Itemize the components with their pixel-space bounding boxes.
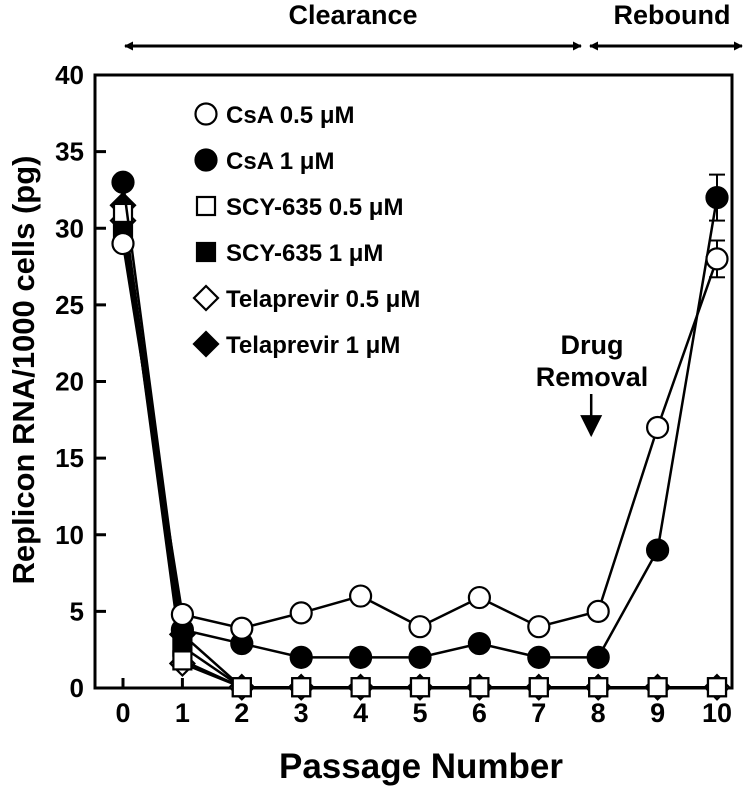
annotation-line-1: Drug [561,330,624,360]
series-csa-1-um [111,170,729,669]
point-csa-0-5-um-5 [408,615,432,639]
y-tick-label-35: 35 [55,137,84,167]
point-scy-635-0-5-um-2 [231,677,252,698]
phase-label-rebound: Rebound [614,0,731,30]
y-tick-label-40: 40 [55,60,84,90]
point-csa-1-um-8 [586,645,610,669]
legend-label-scy-635-0-5-um: SCY-635 0.5 μM [226,194,403,221]
legend-label-telaprevir-1-um: Telaprevir 1 μM [226,332,400,359]
y-tick-label-5: 5 [70,596,84,626]
legend-label-csa-1-um: CsA 1 μM [226,148,334,175]
x-tick-label-8: 8 [591,698,606,728]
point-csa-0-5-um-10 [705,247,729,271]
legend-item-csa-0-5-um: CsA 0.5 μM [194,102,355,129]
x-tick-label-9: 9 [650,698,665,728]
x-tick-label-7: 7 [531,698,546,728]
point-csa-0-5-um-7 [527,615,551,639]
x-tick-label-10: 10 [702,698,732,728]
phase-label-clearance: Clearance [288,0,417,30]
point-scy-635-0-5-um-10 [706,677,728,698]
x-tick-label-2: 2 [234,698,249,728]
y-tick-label-25: 25 [55,290,84,320]
point-scy-635-0-5-um-8 [588,677,609,698]
x-tick-label-0: 0 [115,698,130,728]
point-scy-635-0-5-um-0 [112,202,134,224]
point-csa-0-5-um-9 [645,415,670,440]
legend-marker-scy-635-0-5-um [195,195,217,217]
x-tick-label-1: 1 [175,698,190,728]
legend-marker-telaprevir-1-um [192,330,220,358]
y-tick-label-0: 0 [70,673,84,703]
point-scy-635-0-5-um-9 [647,677,668,698]
legend-marker-csa-0-5-um [194,102,218,126]
legend-item-scy-635-0-5-um: SCY-635 0.5 μM [195,194,403,221]
point-scy-635-0-5-um-3 [291,677,312,698]
legend-item-scy-635-1-um: SCY-635 1 μM [195,240,383,267]
point-csa-1-um-9 [645,538,670,562]
point-scy-635-0-5-um-5 [409,677,431,698]
legend: CsA 0.5 μM CsA 1 μM SCY-635 0.5 μM SCY-635 … [192,102,420,359]
point-scy-635-0-5-um-7 [528,677,549,698]
x-tick-label-5: 5 [412,698,427,728]
legend-marker-csa-1-um [194,148,218,172]
legend-marker-telaprevir-0-5-um [192,284,220,312]
point-scy-635-0-5-um-1 [172,650,193,671]
point-csa-0-5-um-1 [170,602,194,627]
point-csa-1-um-3 [289,645,313,669]
point-csa-1-um-4 [349,645,373,669]
y-tick-label-30: 30 [55,213,84,243]
point-csa-1-um-7 [527,645,551,669]
point-csa-1-um-10 [705,186,729,210]
point-csa-0-5-um-4 [349,584,373,608]
annotation-arrow-head [580,415,603,438]
y-tick-label-10: 10 [55,520,84,550]
point-csa-0-5-um-2 [230,616,254,640]
point-csa-0-5-um-6 [467,585,491,610]
y-tick-label-15: 15 [55,443,84,473]
point-csa-1-um-0 [111,170,135,194]
phase-arrows: Clearance Rebound [124,0,743,51]
x-tick-label-3: 3 [294,698,309,728]
point-csa-0-5-um-3 [289,601,313,625]
x-tick-label-6: 6 [472,698,487,728]
axis-ticks: 0 1 2 3 4 5 6 7 8 9 10 0 5 10 15 20 25 30 35 40 [55,60,732,728]
point-csa-1-um-5 [408,645,432,669]
legend-label-scy-635-1-um: SCY-635 1 μM [226,240,383,267]
point-csa-0-5-um-0 [111,231,135,256]
legend-label-csa-0-5-um: CsA 0.5 μM [226,102,355,129]
legend-item-csa-1-um: CsA 1 μM [194,148,334,175]
point-csa-0-5-um-8 [586,599,610,623]
series-line-telaprevir-1-um [121,205,717,689]
x-axis-title: Passage Number [279,747,563,786]
legend-marker-scy-635-1-um [195,241,217,263]
series-layer [109,170,731,701]
point-scy-635-0-5-um-4 [350,677,371,698]
series-csa-0-5-um [111,231,729,640]
legend-label-telaprevir-0-5-um: Telaprevir 0.5 μM [226,286,420,313]
annotation-line-2: Removal [536,362,649,392]
legend-item-telaprevir-1-um: Telaprevir 1 μM [192,330,400,359]
y-axis-title: Replicon RNA/1000 cells (pg) [6,156,41,585]
x-tick-label-4: 4 [353,698,368,728]
legend-item-telaprevir-0-5-um: Telaprevir 0.5 μM [192,284,420,313]
point-csa-1-um-6 [467,631,491,656]
y-tick-label-20: 20 [55,367,84,397]
point-scy-635-0-5-um-6 [469,677,490,698]
series-scy-635-0-5-um [112,202,728,698]
